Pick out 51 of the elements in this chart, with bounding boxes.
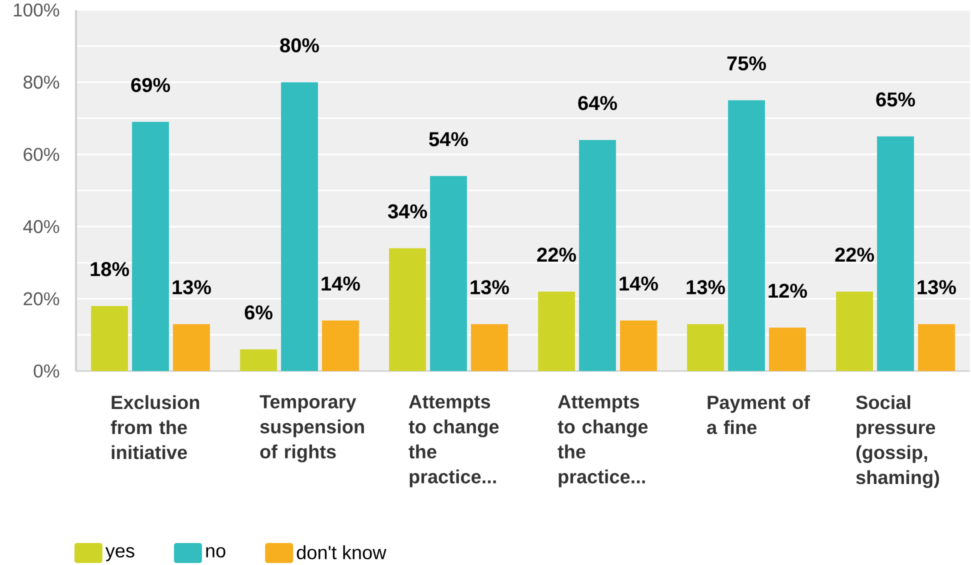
data-label: 69%: [131, 78, 170, 92]
data-label: 6%: [244, 305, 272, 320]
bar: [836, 292, 874, 371]
data-label: 80%: [280, 38, 319, 52]
bar: [173, 324, 210, 371]
y-tick-label: 20%: [24, 292, 60, 306]
bar: [538, 292, 576, 371]
bar: [687, 324, 724, 371]
bar: [471, 324, 508, 371]
x-tick-label: Attempts to change the practice...: [558, 395, 648, 488]
data-label: 22%: [835, 248, 874, 262]
bar: [91, 306, 128, 371]
data-label: 75%: [727, 56, 766, 70]
x-tick-label: Social pressure (gossip, shaming): [856, 395, 940, 488]
data-label: 18%: [90, 262, 130, 276]
legend-label: yes: [105, 547, 134, 562]
x-tick-label: Temporary suspension of rights: [260, 395, 364, 462]
data-label: 12%: [768, 284, 807, 298]
y-tick-label: 100%: [14, 3, 60, 17]
bar: [240, 349, 278, 371]
data-label: 65%: [876, 92, 915, 107]
data-label: 13%: [686, 280, 726, 294]
bar: [877, 136, 914, 371]
bar: [132, 122, 169, 371]
data-label: 14%: [620, 276, 658, 291]
y-tick-label: 0%: [34, 364, 60, 378]
x-tick-label: Attempts to change the practice...: [408, 395, 499, 488]
data-label: 54%: [429, 132, 468, 146]
legend-label: don't know: [296, 545, 386, 560]
bar: [430, 176, 467, 371]
bar: [579, 140, 616, 371]
data-label: 64%: [578, 96, 617, 110]
data-label: 22%: [537, 248, 576, 262]
x-tick-label: Payment of a fine: [707, 395, 810, 434]
data-label: 13%: [470, 280, 509, 294]
data-label: 14%: [322, 276, 360, 291]
data-label: 34%: [388, 204, 428, 218]
data-label: 13%: [918, 280, 956, 294]
x-tick-label: Exclusion from the initiative: [110, 395, 200, 460]
bar: [620, 320, 657, 371]
bar: [322, 320, 359, 371]
bar: [389, 248, 426, 371]
y-tick-label: 40%: [23, 220, 60, 234]
bar: [769, 328, 806, 371]
legend-label: no: [206, 547, 226, 558]
data-label: 13%: [172, 280, 211, 294]
y-tick-label: 80%: [24, 76, 60, 89]
bar: [918, 324, 955, 371]
bar: [281, 82, 318, 371]
y-tick-label: 60%: [24, 148, 60, 161]
bar: [728, 100, 765, 371]
